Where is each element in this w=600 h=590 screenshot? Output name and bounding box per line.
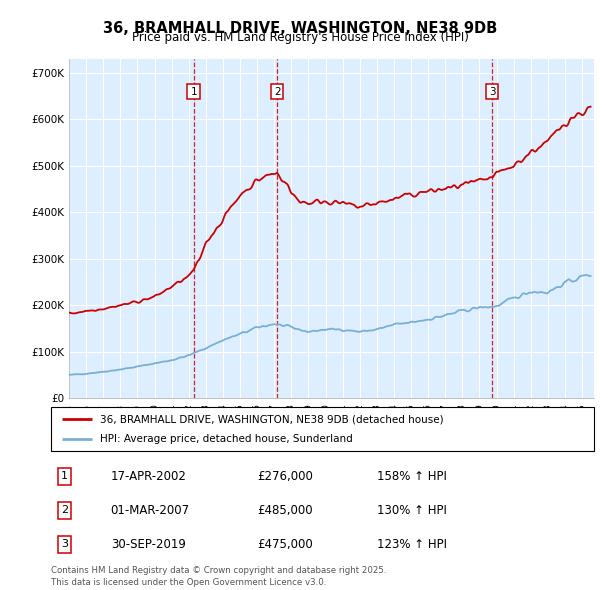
Text: 158% ↑ HPI: 158% ↑ HPI — [377, 470, 446, 483]
Text: 1: 1 — [61, 471, 68, 481]
Text: Contains HM Land Registry data © Crown copyright and database right 2025.
This d: Contains HM Land Registry data © Crown c… — [51, 566, 386, 587]
Text: £276,000: £276,000 — [257, 470, 313, 483]
Text: 123% ↑ HPI: 123% ↑ HPI — [377, 538, 447, 551]
Text: 01-MAR-2007: 01-MAR-2007 — [111, 504, 190, 517]
Text: 17-APR-2002: 17-APR-2002 — [111, 470, 187, 483]
Text: 36, BRAMHALL DRIVE, WASHINGTON, NE38 9DB (detached house): 36, BRAMHALL DRIVE, WASHINGTON, NE38 9DB… — [100, 414, 443, 424]
Text: 30-SEP-2019: 30-SEP-2019 — [111, 538, 185, 551]
Text: 130% ↑ HPI: 130% ↑ HPI — [377, 504, 446, 517]
Text: Price paid vs. HM Land Registry's House Price Index (HPI): Price paid vs. HM Land Registry's House … — [131, 31, 469, 44]
Text: 1: 1 — [190, 87, 197, 97]
Text: 2: 2 — [61, 506, 68, 515]
Text: £475,000: £475,000 — [257, 538, 313, 551]
FancyBboxPatch shape — [51, 407, 594, 451]
Text: HPI: Average price, detached house, Sunderland: HPI: Average price, detached house, Sund… — [100, 434, 353, 444]
Text: £485,000: £485,000 — [257, 504, 313, 517]
Text: 2: 2 — [274, 87, 280, 97]
Text: 3: 3 — [61, 539, 68, 549]
Text: 36, BRAMHALL DRIVE, WASHINGTON, NE38 9DB: 36, BRAMHALL DRIVE, WASHINGTON, NE38 9DB — [103, 21, 497, 35]
Text: 3: 3 — [489, 87, 496, 97]
